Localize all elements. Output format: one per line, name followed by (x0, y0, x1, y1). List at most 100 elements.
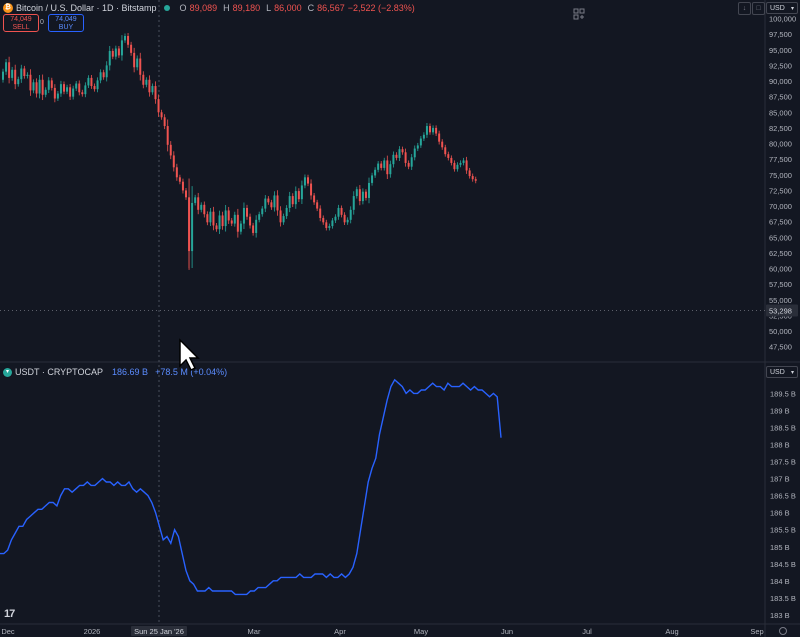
price-tick-label: 100,000 (769, 15, 796, 24)
price-tick-label: 57,500 (769, 280, 792, 289)
sell-price: 74,049 (10, 16, 32, 23)
time-tick-label: May (414, 627, 428, 636)
currency-bottom-label: USD (770, 369, 785, 376)
candle-body (398, 149, 401, 158)
indicator-title[interactable]: USDT · CRYPTOCAP (15, 367, 104, 377)
candle-body (416, 145, 419, 149)
candle-body (117, 48, 120, 56)
candle-body (96, 80, 99, 90)
candle-body (383, 160, 386, 168)
candle-body (175, 167, 178, 178)
candle-body (209, 211, 212, 223)
ohlc-close-value: 86,567 (317, 3, 345, 13)
symbol-title[interactable]: Bitcoin / U.S. Dollar · 1D · Bitstamp (16, 3, 157, 13)
ohlc-high-label: H (223, 3, 230, 13)
time-tick-label: Jun (501, 627, 513, 636)
candle-body (334, 216, 337, 221)
currency-select-top[interactable]: USD ▾ (766, 2, 798, 14)
candle-body (279, 210, 282, 223)
candle-body (410, 157, 413, 167)
candle-body (108, 51, 111, 66)
indicator-value: 186.69 B (112, 367, 149, 377)
candle-body (343, 214, 346, 223)
candle-body (200, 204, 203, 210)
usdt-icon: ▾ (3, 367, 12, 377)
price-line-label: 53,298 (769, 306, 792, 315)
candle-body (32, 82, 35, 91)
ohlc-close-label: C (307, 3, 315, 13)
candle-body (261, 208, 264, 215)
usdt-tick-label: 184 B (770, 577, 790, 586)
layout-icon[interactable] (572, 7, 586, 21)
candle-body (145, 79, 148, 85)
usdt-tick-label: 186 B (770, 509, 790, 518)
candle-body (422, 134, 425, 139)
candle-body (233, 214, 236, 224)
candle-body (81, 92, 84, 95)
candle-body (465, 160, 468, 171)
tradingview-logo[interactable]: 17 (4, 608, 15, 620)
candle-body (316, 202, 319, 209)
candle-body (185, 190, 187, 198)
candle-body (331, 220, 334, 227)
ohlc-high-value: 89,180 (232, 3, 261, 13)
candle-body (307, 177, 309, 184)
candle-body (358, 189, 361, 202)
candle-body (111, 51, 114, 57)
buy-price: 74,049 (55, 16, 77, 23)
time-tick-label: Dec (1, 627, 15, 636)
price-tick-label: 75,000 (769, 171, 792, 180)
candle-body (459, 162, 462, 165)
candle-body (47, 80, 50, 90)
candle-body (160, 112, 163, 118)
candle-body (23, 68, 26, 77)
candle-body (157, 99, 160, 113)
usdt-tick-label: 187 B (770, 475, 790, 484)
candle-body (389, 164, 392, 175)
candle-body (53, 87, 56, 99)
candle-body (288, 196, 291, 208)
candle-body (392, 154, 395, 165)
candle-body (2, 71, 4, 80)
buy-button[interactable]: 74,049 BUY (48, 14, 84, 32)
candle-body (178, 177, 181, 182)
candle-body (181, 181, 184, 191)
candle-body (59, 84, 62, 94)
candle-body (87, 77, 90, 86)
candle-body (468, 170, 471, 177)
candle-body (322, 217, 325, 223)
candle-body (151, 86, 154, 93)
candle-body (194, 197, 197, 203)
bitcoin-icon: ₿ (3, 3, 13, 13)
candle-body (69, 87, 72, 97)
candle-body (5, 62, 8, 72)
candle-body (425, 126, 428, 135)
candle-body (462, 160, 465, 163)
price-tick-label: 92,500 (769, 61, 792, 70)
usdt-tick-label: 187.5 B (770, 458, 796, 467)
candle-body (38, 79, 41, 94)
candle-body (224, 210, 227, 227)
price-tick-label: 77,500 (769, 155, 792, 164)
price-tick-label: 97,500 (769, 30, 792, 39)
currency-select-bottom[interactable]: USD ▾ (766, 366, 798, 378)
candle-body (249, 216, 252, 226)
price-tick-label: 70,000 (769, 202, 792, 211)
candle-body (133, 52, 136, 68)
candle-body (8, 62, 11, 78)
candle-body (349, 209, 352, 220)
arrow-down-icon[interactable]: ↓ (738, 2, 751, 15)
candle-body (221, 215, 224, 227)
candle-body (294, 191, 297, 205)
candle-body (191, 202, 194, 252)
ohlc-low-label: L (266, 3, 272, 13)
candle-body (90, 77, 93, 87)
square-icon[interactable]: □ (752, 2, 765, 15)
candle-body (66, 87, 69, 92)
candle-body (438, 133, 441, 142)
candle-body (371, 175, 374, 183)
sell-button[interactable]: 74,049 SELL (3, 14, 39, 32)
candle-body (453, 162, 456, 170)
candle-body (291, 196, 294, 205)
